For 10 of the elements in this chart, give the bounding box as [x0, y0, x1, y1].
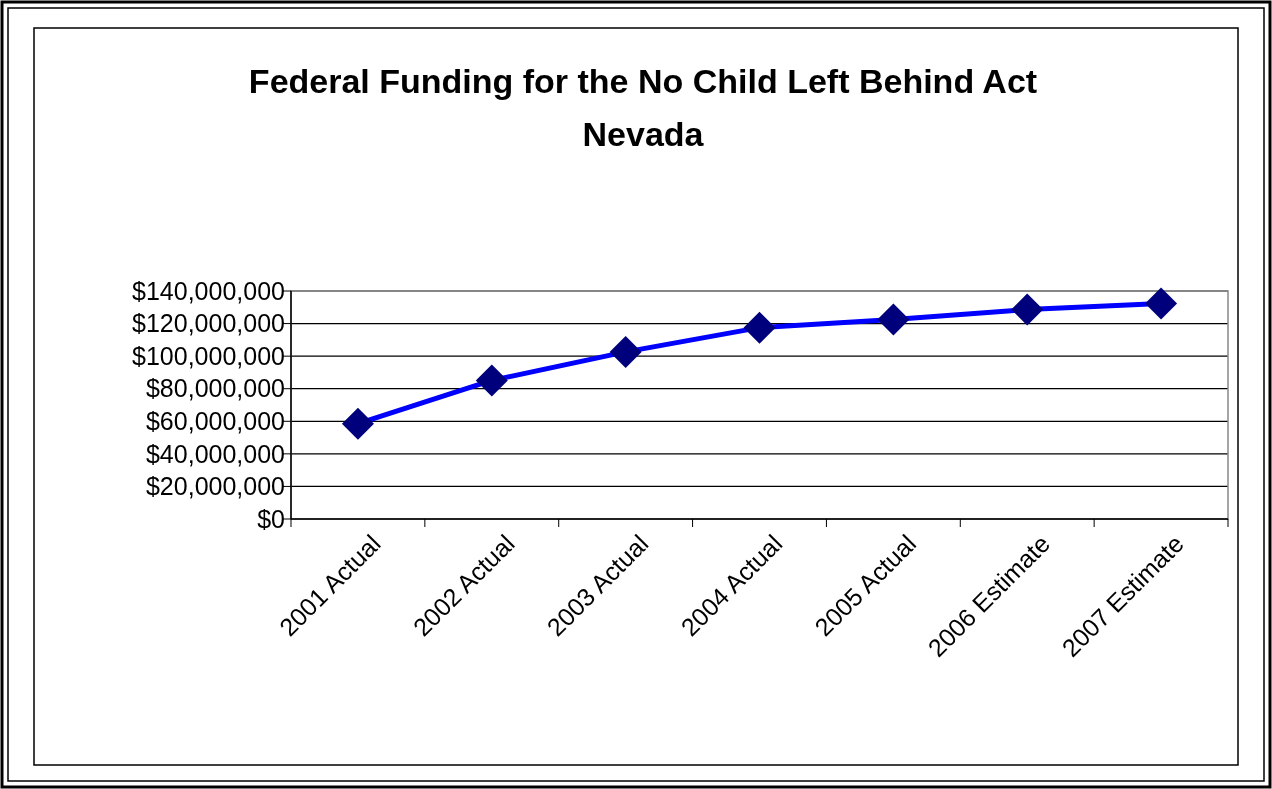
chart-subtitle: Nevada — [582, 115, 705, 153]
y-tick-label: $40,000,000 — [145, 439, 285, 468]
y-tick-label: $60,000,000 — [145, 407, 285, 436]
y-tick-label: $20,000,000 — [145, 472, 285, 501]
y-tick-label: $80,000,000 — [145, 374, 285, 403]
y-tick-label: $100,000,000 — [132, 341, 285, 370]
y-tick-label: $140,000,000 — [132, 276, 285, 305]
y-tick-label: $0 — [257, 504, 285, 533]
chart-title: Federal Funding for the No Child Left Behind Act — [248, 62, 1038, 100]
y-tick-label: $120,000,000 — [132, 309, 285, 338]
